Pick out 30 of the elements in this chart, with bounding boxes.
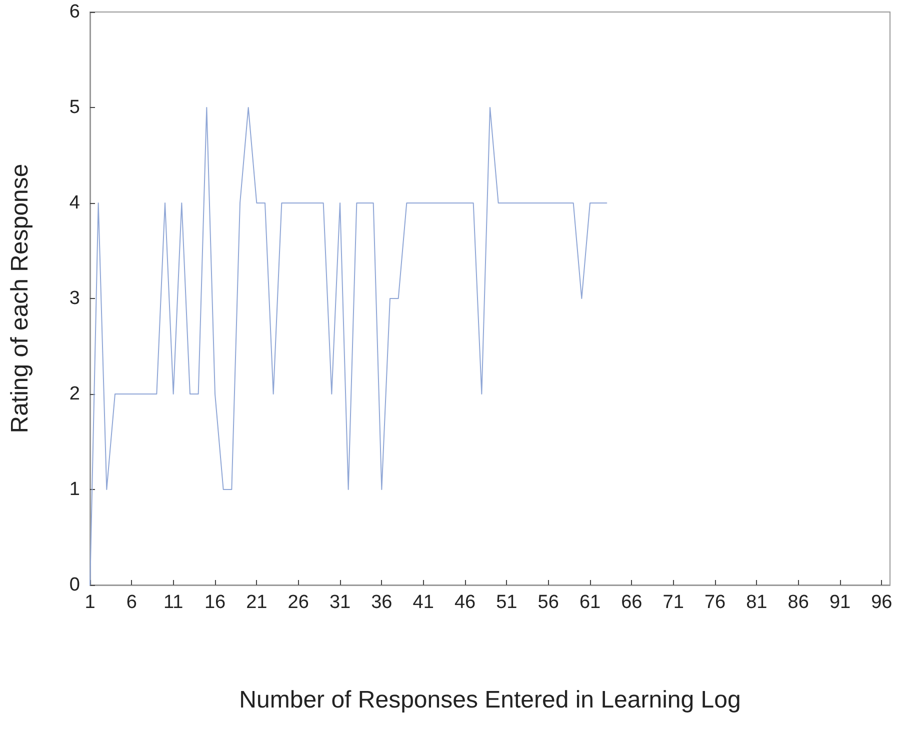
x-tick-label: 26 xyxy=(288,592,309,613)
x-tick-label: 96 xyxy=(871,592,892,613)
x-tick-label: 86 xyxy=(788,592,809,613)
y-tick-label: 4 xyxy=(69,192,80,214)
x-tick-label: 61 xyxy=(579,592,601,613)
x-tick-label: 71 xyxy=(662,592,684,613)
x-tick-label: 1 xyxy=(84,592,96,613)
x-tick-label: 41 xyxy=(412,592,434,613)
y-tick-label: 3 xyxy=(69,288,80,309)
x-tick-label: 46 xyxy=(454,592,476,613)
x-tick-label: 36 xyxy=(371,592,392,613)
x-tick-label: 31 xyxy=(329,592,351,613)
y-tick-label: 1 xyxy=(69,479,80,500)
x-tick-label: 51 xyxy=(496,592,518,613)
x-tick-label: 11 xyxy=(163,592,184,613)
x-tick-label: 81 xyxy=(746,592,768,613)
y-axis-title: Rating of each Response xyxy=(6,164,34,434)
x-tick-label: 16 xyxy=(204,592,226,613)
y-tick-label: 5 xyxy=(69,97,80,118)
y-tick-label: 6 xyxy=(69,2,80,22)
x-tick-label: 6 xyxy=(126,592,137,613)
x-tick-label: 56 xyxy=(538,592,559,613)
x-tick-label: 76 xyxy=(704,592,726,613)
x-axis-title: Number of Responses Entered in Learning Log xyxy=(239,686,741,714)
x-tick-label: 66 xyxy=(621,592,642,613)
y-tick-label: 0 xyxy=(69,574,80,596)
x-tick-label: 91 xyxy=(829,592,851,613)
line-series xyxy=(90,107,608,586)
x-tick-label: 21 xyxy=(246,592,268,613)
y-tick-label: 2 xyxy=(69,384,80,404)
